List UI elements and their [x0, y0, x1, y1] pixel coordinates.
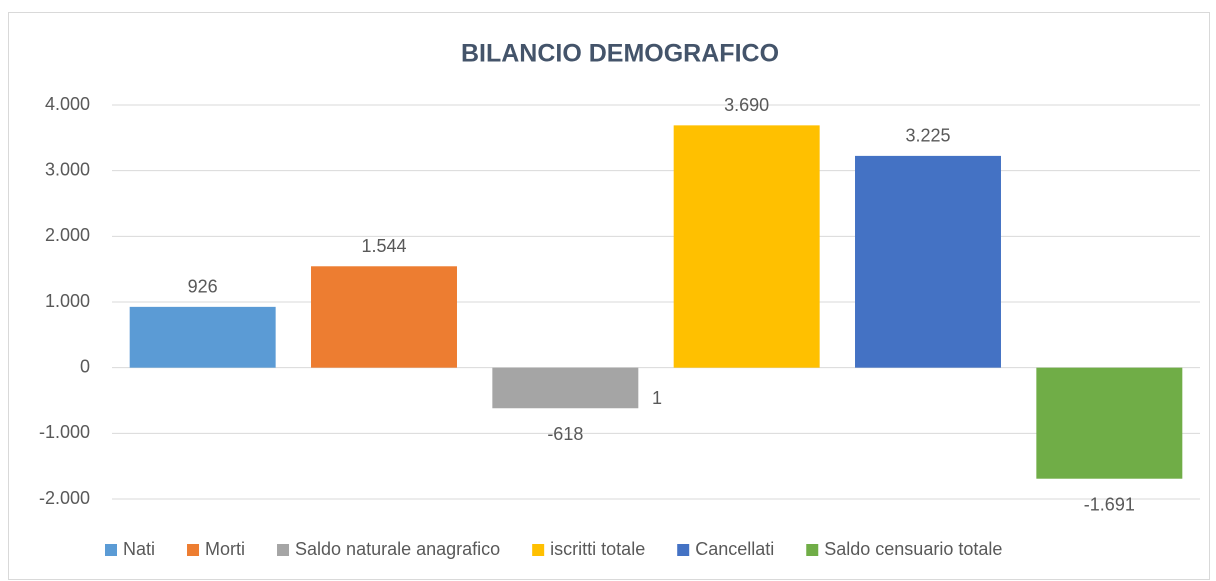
data-label: 1.544	[361, 236, 406, 256]
chart-border	[8, 12, 1210, 580]
bar	[1036, 367, 1183, 479]
bar	[855, 155, 1001, 368]
data-label: -618	[547, 424, 583, 444]
legend-label: Saldo naturale anagrafico	[295, 539, 500, 559]
legend-label: Morti	[205, 539, 245, 559]
legend-label: iscritti totale	[550, 539, 645, 559]
bar	[673, 125, 820, 368]
annotation: 1	[652, 388, 662, 408]
bar	[492, 367, 639, 409]
legend-label: Nati	[123, 539, 155, 559]
chart-title: BILANCIO DEMOGRAFICO	[461, 40, 779, 68]
legend-swatch	[105, 544, 117, 556]
data-label: -1.691	[1084, 494, 1135, 514]
legend-swatch	[277, 544, 290, 556]
data-label: 3.690	[724, 95, 769, 115]
legend-label: Saldo censuario totale	[824, 539, 1002, 559]
y-tick-label: -2.000	[39, 488, 90, 508]
y-tick-label: 3.000	[45, 159, 90, 179]
y-tick-label: 2.000	[45, 225, 90, 245]
y-tick-label: 0	[80, 356, 90, 376]
y-tick-label: -1.000	[39, 422, 90, 442]
legend-label: Cancellati	[695, 539, 774, 559]
legend-swatch	[187, 544, 200, 556]
y-tick-label: 4.000	[45, 94, 90, 114]
y-tick-label: 1.000	[45, 291, 90, 311]
bar	[129, 306, 276, 368]
legend-swatch	[532, 544, 545, 556]
data-label: 3.225	[905, 126, 950, 146]
legend-swatch	[806, 544, 819, 556]
data-label: 926	[188, 277, 218, 297]
legend-swatch	[677, 544, 690, 556]
bar	[311, 266, 457, 368]
